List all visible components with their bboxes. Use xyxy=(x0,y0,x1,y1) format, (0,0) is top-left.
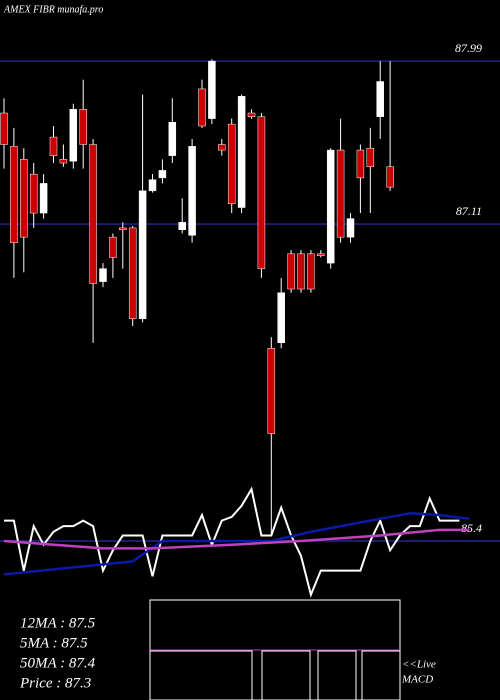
indicator-line xyxy=(4,486,460,598)
candle-body xyxy=(158,170,167,179)
y-tick-label: 87.11 xyxy=(456,204,482,218)
stat-label: 12MA : 87.5 xyxy=(20,615,96,631)
y-tick-label: 85.4 xyxy=(461,521,482,535)
candle-body xyxy=(79,109,87,145)
candle-body xyxy=(138,190,147,319)
candle-body xyxy=(366,147,375,167)
candle-body xyxy=(376,81,384,117)
candle-body xyxy=(188,146,196,236)
live-label: <<Live xyxy=(402,659,436,671)
candle-body xyxy=(208,60,216,119)
candle-body xyxy=(59,159,68,164)
candle-body xyxy=(356,149,365,179)
stat-label: 5MA : 87.5 xyxy=(20,635,88,651)
candle-body xyxy=(317,253,325,256)
stat-label: Price : 87.3 xyxy=(19,675,91,691)
candle-body xyxy=(277,292,285,344)
chart-title: AMEX FIBR munafa.pro xyxy=(3,4,103,15)
candle-body xyxy=(0,112,8,145)
candle-body xyxy=(168,122,177,156)
candle-body xyxy=(39,183,48,214)
candle-body xyxy=(297,253,305,290)
indicator-line xyxy=(3,511,470,576)
candle-body xyxy=(89,144,97,284)
candle-body xyxy=(346,218,355,238)
candle-body xyxy=(99,268,107,282)
candle-body xyxy=(198,88,206,127)
candle-body xyxy=(247,112,256,117)
y-tick-label: 87.99 xyxy=(455,41,482,55)
candle-body xyxy=(49,136,58,156)
candle-body xyxy=(267,348,276,434)
candle-body xyxy=(237,96,246,208)
candle-body xyxy=(227,123,236,205)
candle-body xyxy=(109,236,117,258)
candle-body xyxy=(287,253,295,290)
candle-body xyxy=(386,166,394,188)
candle-body xyxy=(178,222,186,230)
candle-body xyxy=(307,253,315,290)
candle-body xyxy=(20,159,28,238)
candle-body xyxy=(69,109,78,162)
candle-body xyxy=(128,227,137,319)
candle-body xyxy=(218,144,226,151)
indicator-line xyxy=(3,528,470,550)
candle-body xyxy=(326,149,335,264)
indicator-label: MACD xyxy=(401,674,433,686)
candle-body xyxy=(29,173,38,214)
candle-body xyxy=(336,149,345,238)
macd-panel xyxy=(149,599,401,700)
candle-body xyxy=(10,146,18,243)
candle-body xyxy=(257,116,266,269)
candle-body xyxy=(148,179,157,192)
candle-body xyxy=(119,227,127,230)
stat-label: 50MA : 87.4 xyxy=(20,655,96,671)
